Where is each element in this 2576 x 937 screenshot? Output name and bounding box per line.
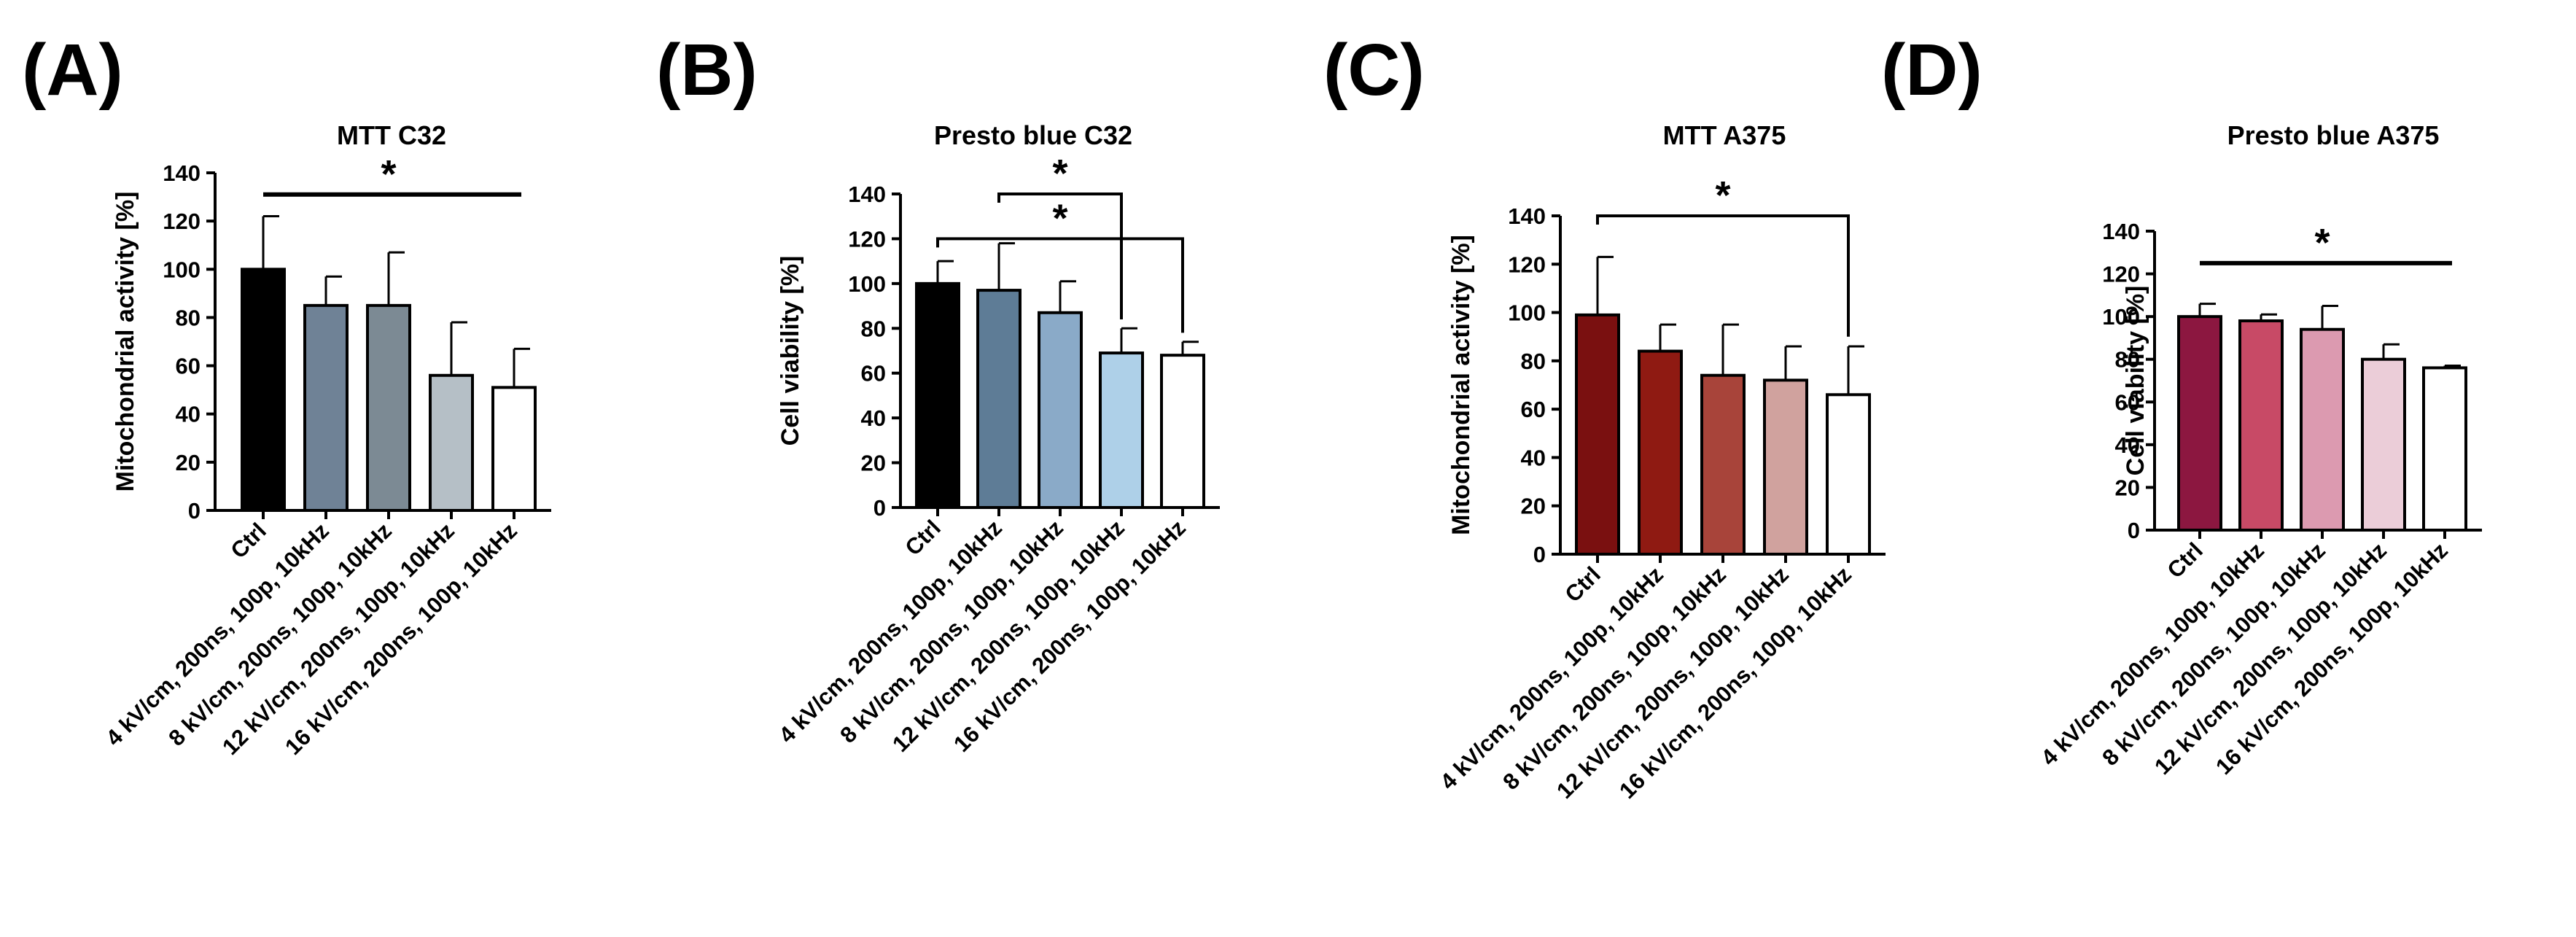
bar <box>241 268 286 512</box>
y-tick-label: 100 <box>848 271 886 297</box>
y-tick-label: 80 <box>176 305 201 330</box>
y-tick-label: 20 <box>176 450 201 475</box>
y-axis-label: Cell viability [%] <box>777 256 804 446</box>
panel-label: (A) <box>22 29 123 111</box>
y-tick-label: 60 <box>861 361 886 386</box>
panel-label: (C) <box>1323 29 1425 111</box>
x-tick-label: Ctrl <box>2162 537 2208 583</box>
y-tick-label: 120 <box>2102 262 2140 287</box>
bar <box>1700 373 1746 556</box>
y-tick-label: 140 <box>163 160 201 186</box>
bar <box>366 303 411 512</box>
y-tick-label: 80 <box>861 316 886 341</box>
y-tick-label: 60 <box>2115 389 2140 415</box>
y-tick-label: 120 <box>1508 252 1546 277</box>
y-tick-label: 60 <box>1521 397 1546 422</box>
significance-star: * <box>1052 152 1067 195</box>
panel-b: (B) Presto blue C32 0 20 40 60 80 100 120 140 Ce… <box>656 29 1220 757</box>
chart-title: MTT A375 <box>1663 120 1786 150</box>
bar <box>1038 311 1083 509</box>
bar <box>303 303 349 512</box>
bar <box>1160 354 1205 509</box>
plot-area: 0 20 40 60 80 100 120 140 Mitochondrial activity… <box>101 152 551 760</box>
y-tick-label: 0 <box>188 498 201 524</box>
y-tick-label: 100 <box>163 257 201 282</box>
y-tick-label: 60 <box>176 354 201 379</box>
significance-star: * <box>1715 174 1730 217</box>
x-tick-label: 8 kV/cm, 200ns, 100p, 10kHz <box>2097 537 2330 771</box>
y-tick-label: 120 <box>163 209 201 234</box>
x-tick-label: Ctrl <box>225 518 271 564</box>
x-tick-label: 4 kV/cm, 200ns, 100p, 10kHz <box>1435 561 1668 795</box>
bar <box>491 386 537 512</box>
y-tick-label: 140 <box>848 182 886 207</box>
y-tick-label: 0 <box>2128 518 2140 543</box>
panel-label: (D) <box>1881 29 1982 111</box>
bar <box>1099 351 1144 510</box>
x-tick-label: 4 kV/cm, 200ns, 100p, 10kHz <box>774 515 1007 748</box>
y-tick-label: 140 <box>1508 203 1546 229</box>
y-tick-label: 20 <box>1521 494 1546 519</box>
plot-area: 0 20 40 60 80 100 120 140 Cell viability [%] Ctrl… <box>2036 219 2482 779</box>
chart-title: Presto blue C32 <box>934 120 1132 150</box>
bar <box>1575 313 1620 556</box>
significance-bracket <box>936 237 1184 333</box>
chart-title: Presto blue A375 <box>2227 120 2440 150</box>
y-axis-label: Mitochondrial activity [%] <box>112 192 139 492</box>
panel-a: (A) MTT C32 0 20 40 60 80 100 120 140 Mitochondr… <box>22 29 551 760</box>
y-tick-label: 100 <box>1508 300 1546 326</box>
x-tick-label: 16 kV/cm, 200ns, 100p, 10kHz <box>280 518 522 760</box>
y-tick-label: 40 <box>2115 432 2140 458</box>
x-tick-label: Ctrl <box>900 515 946 561</box>
y-tick-label: 120 <box>848 226 886 252</box>
y-tick-label: 80 <box>1521 349 1546 374</box>
significance-bracket <box>997 193 1123 319</box>
y-tick-label: 0 <box>1533 542 1546 567</box>
bar <box>2422 366 2467 532</box>
significance-star: * <box>2314 221 2330 265</box>
x-tick-label: Ctrl <box>1560 561 1606 607</box>
bar <box>1826 393 1871 556</box>
significance-star: * <box>381 152 396 196</box>
y-tick-label: 40 <box>861 405 886 431</box>
x-tick-label: 4 kV/cm, 200ns, 100p, 10kHz <box>2036 537 2269 771</box>
x-tick-label: 16 kV/cm, 200ns, 100p, 10kHz <box>1614 561 1856 804</box>
bar <box>976 289 1022 509</box>
y-tick-label: 140 <box>2102 219 2140 244</box>
plot-area: 0 20 40 60 80 100 120 140 Cell viability [%] Ctrl… <box>774 152 1220 757</box>
x-tick-label: 4 kV/cm, 200ns, 100p, 10kHz <box>101 518 334 751</box>
y-tick-label: 0 <box>873 495 886 521</box>
bar <box>915 281 960 509</box>
panel-d: (D) Presto blue A375 0 20 40 60 80 100 120 140 C… <box>1881 29 2482 779</box>
y-tick-label: 40 <box>176 402 201 427</box>
chart-title: MTT C32 <box>337 120 446 150</box>
bar <box>1638 349 1683 556</box>
significance-star: * <box>1052 196 1067 240</box>
bar <box>2300 327 2345 532</box>
x-tick-label: 12 kV/cm, 200ns, 100p, 10kHz <box>217 518 459 760</box>
plot-area: 0 20 40 60 80 100 120 140 Mitochondrial activity… <box>1435 174 1886 804</box>
y-tick-label: 80 <box>2115 347 2140 373</box>
y-axis-label: Mitochondrial activity [%] <box>1447 235 1475 535</box>
x-tick-label: 12 kV/cm, 200ns, 100p, 10kHz <box>1552 561 1794 804</box>
bar <box>2238 319 2284 532</box>
y-tick-label: 20 <box>2115 475 2140 500</box>
y-tick-label: 20 <box>861 451 886 476</box>
bar <box>2177 315 2222 532</box>
x-tick-label: 8 kV/cm, 200ns, 100p, 10kHz <box>835 515 1068 748</box>
bar <box>2361 357 2406 532</box>
bar <box>1763 378 1808 556</box>
significance-bracket <box>1596 214 1850 337</box>
panel-c: (C) MTT A375 0 20 40 60 80 100 120 140 Mitochond… <box>1323 29 1886 804</box>
bar <box>429 373 474 512</box>
panel-label: (B) <box>656 29 758 111</box>
y-tick-label: 100 <box>2102 304 2140 330</box>
y-axis-label: Cell viability [%] <box>2122 286 2149 476</box>
y-tick-label: 40 <box>1521 445 1546 470</box>
